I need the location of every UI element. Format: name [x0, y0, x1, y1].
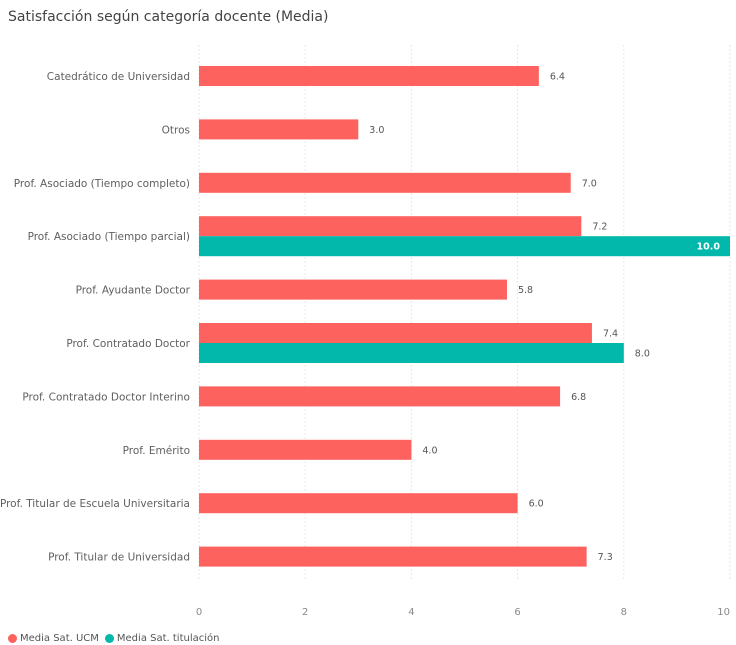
x-tick-label: 6 — [514, 607, 520, 618]
bar-media-sat-ucm[interactable] — [199, 216, 582, 237]
bar-media-sat-ucm[interactable] — [199, 66, 539, 86]
data-label-ucm: 3.0 — [369, 125, 384, 136]
category-label: Catedrático de Universidad — [47, 71, 190, 83]
bar-media-sat-ucm[interactable] — [199, 279, 507, 300]
x-tick-label: 2 — [302, 607, 308, 618]
bar-media-sat-titulacion[interactable] — [199, 343, 624, 363]
category-label: Prof. Asociado (Tiempo parcial) — [28, 231, 190, 243]
data-label-titulacion: 8.0 — [635, 349, 650, 360]
data-labels: 6.4 3.0 7.0 7.2 10.0 5.8 7.4 8.0 6.8 4.0 6.0 7.3 — [369, 72, 720, 564]
category-label: Prof. Ayudante Doctor — [76, 285, 191, 297]
legend-item-titulacion[interactable]: Media Sat. titulación — [104, 633, 220, 644]
bar-media-sat-ucm[interactable] — [199, 323, 592, 343]
category-labels: Catedrático de Universidad Otros Prof. Aso… — [0, 71, 191, 564]
category-label: Prof. Contratado Doctor — [66, 338, 190, 350]
category-label: Prof. Contratado Doctor Interino — [22, 391, 190, 403]
data-label-ucm: 7.0 — [582, 178, 597, 189]
chart-title: Satisfacción según categoría docente (Me… — [8, 9, 329, 25]
data-label-ucm: 5.8 — [518, 285, 533, 296]
x-tick-label: 8 — [621, 607, 627, 618]
bar-media-sat-titulacion[interactable] — [199, 236, 730, 257]
x-axis-ticks: 0 2 4 6 8 10 — [196, 607, 730, 618]
bar-media-sat-ucm[interactable] — [199, 172, 571, 193]
legend-marker-titulacion — [104, 634, 114, 643]
x-tick-label: 0 — [196, 607, 202, 618]
data-label-ucm: 6.4 — [550, 72, 565, 83]
data-label-titulacion: 10.0 — [697, 242, 721, 253]
legend: Media Sat. UCM Media Sat. titulación — [8, 633, 219, 644]
category-label: Prof. Asociado (Tiempo completo) — [14, 178, 190, 190]
legend-label-titulacion: Media Sat. titulación — [116, 633, 220, 644]
bars — [199, 66, 730, 567]
x-tick-label: 10 — [717, 607, 730, 618]
legend-label-ucm: Media Sat. UCM — [20, 633, 99, 644]
bar-media-sat-ucm[interactable] — [199, 386, 561, 407]
category-label: Prof. Emérito — [123, 445, 190, 457]
legend-item-ucm[interactable]: Media Sat. UCM — [8, 633, 99, 644]
bar-media-sat-ucm[interactable] — [199, 493, 518, 514]
data-label-ucm: 7.3 — [598, 552, 613, 563]
bar-media-sat-ucm[interactable] — [199, 119, 359, 140]
bar-media-sat-ucm[interactable] — [199, 439, 412, 460]
data-label-ucm: 7.4 — [603, 329, 618, 340]
data-label-ucm: 6.8 — [571, 392, 586, 403]
x-tick-label: 4 — [408, 607, 414, 618]
category-label: Prof. Titular de Universidad — [48, 552, 190, 564]
category-label: Prof. Titular de Escuela Universitaria — [0, 498, 190, 510]
category-label: Otros — [162, 124, 190, 136]
data-label-ucm: 6.0 — [529, 499, 544, 510]
data-label-ucm: 7.2 — [592, 222, 607, 233]
bar-media-sat-ucm[interactable] — [199, 546, 587, 567]
legend-marker-ucm — [8, 634, 17, 643]
data-label-ucm: 4.0 — [422, 445, 437, 456]
